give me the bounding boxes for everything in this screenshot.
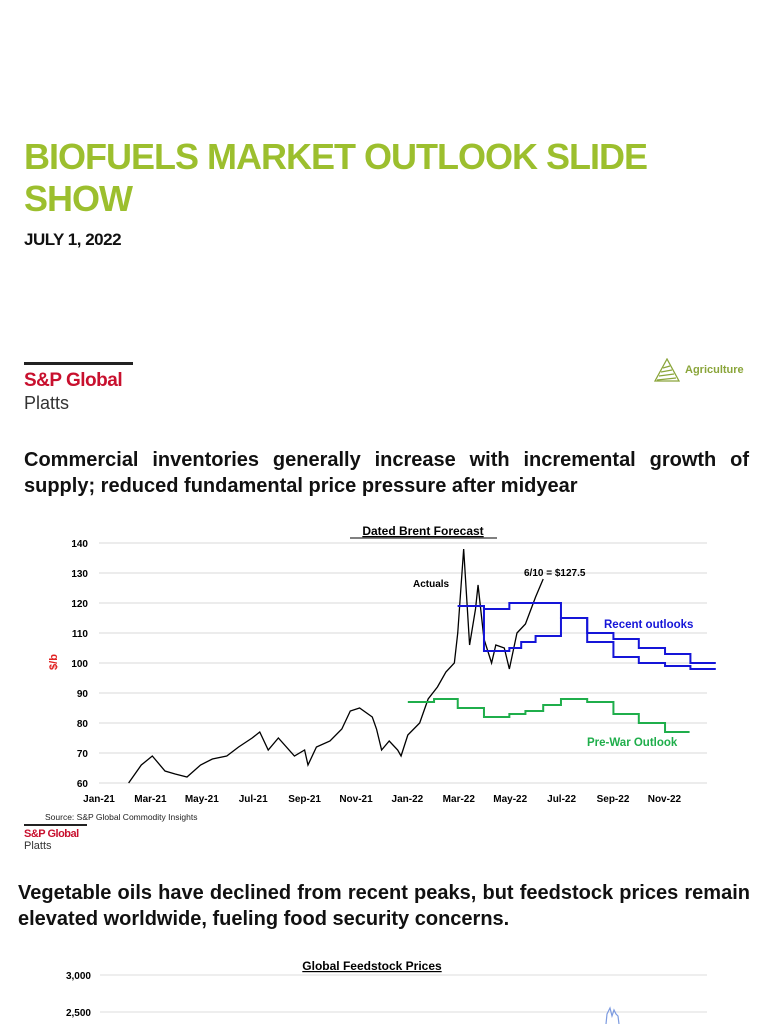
logo-bar bbox=[24, 362, 133, 365]
x-tick-label: Mar-21 bbox=[134, 794, 167, 805]
x-tick-label: May-21 bbox=[185, 794, 219, 805]
logo-bar bbox=[24, 824, 87, 826]
x-tick-label: May-22 bbox=[493, 794, 527, 805]
legend-pre-war-outlook: Pre-War Outlook bbox=[587, 737, 678, 749]
chart-title: Global Feedstock Prices bbox=[302, 959, 442, 973]
last-value-annotation: 6/10 = $127.5 bbox=[524, 568, 586, 579]
y-tick-label: 80 bbox=[77, 719, 89, 730]
logo-line2: Platts bbox=[24, 839, 52, 852]
logo-line1: S&P Global bbox=[24, 827, 79, 840]
y-tick-label: 2,500 bbox=[66, 1008, 91, 1019]
series-line-actuals-0 bbox=[128, 548, 544, 784]
x-tick-label: Jul-22 bbox=[547, 794, 576, 805]
x-tick-label: Nov-21 bbox=[339, 794, 373, 805]
y-tick-label: 3,000 bbox=[66, 971, 91, 982]
brent-chart: Dated Brent Forecast $/b 60 70 80 90 100 110 1… bbox=[45, 524, 716, 822]
y-tick-label: 70 bbox=[77, 749, 89, 760]
logo-line2: Platts bbox=[24, 393, 70, 413]
section2-heading: Vegetable oils have declined from recent… bbox=[18, 882, 750, 930]
slide-title: BIOFUELS MARKET OUTLOOK SLIDE SHOW bbox=[24, 136, 648, 219]
chart-sp-global-logo: S&P Global Platts bbox=[24, 824, 87, 852]
y-tick-label: 130 bbox=[71, 569, 88, 580]
y-axis-label: $/b bbox=[48, 654, 60, 670]
x-tick-label: Jan-21 bbox=[83, 794, 115, 805]
y-tick-label: 60 bbox=[77, 779, 89, 790]
x-tick-label: Jan-22 bbox=[392, 794, 424, 805]
y-tick-label: 120 bbox=[71, 599, 88, 610]
series-line-pre-war-outlook-3 bbox=[407, 698, 690, 733]
feedstock-chart: Global Feedstock Prices 3,000 2,500 bbox=[66, 959, 707, 1024]
agriculture-badge: Agriculture bbox=[654, 358, 744, 382]
legend-recent-outlooks: Recent outlooks bbox=[604, 619, 693, 631]
series-line-recent-outlooks-1 bbox=[457, 602, 716, 664]
x-tick-label: Jul-21 bbox=[239, 794, 268, 805]
y-tick-label: 90 bbox=[77, 689, 89, 700]
series-line-recent-outlooks-2 bbox=[457, 605, 716, 670]
slide-date: JULY 1, 2022 bbox=[24, 230, 122, 249]
x-tick-label: Nov-22 bbox=[648, 794, 682, 805]
logo-line1: S&P Global bbox=[24, 370, 123, 391]
chart-title: Dated Brent Forecast bbox=[362, 524, 483, 538]
y-tick-label: 100 bbox=[71, 659, 88, 670]
agriculture-label: Agriculture bbox=[685, 364, 744, 376]
sp-global-platts-logo: S&P Global Platts bbox=[24, 362, 133, 414]
x-tick-label: Sep-21 bbox=[288, 794, 321, 805]
agriculture-icon bbox=[654, 358, 680, 382]
series-line bbox=[605, 1006, 620, 1024]
x-tick-label: Mar-22 bbox=[443, 794, 476, 805]
section1-heading: Commercial inventories generally increas… bbox=[24, 449, 749, 497]
actuals-annotation: Actuals bbox=[413, 579, 450, 590]
x-tick-label: Sep-22 bbox=[597, 794, 630, 805]
y-tick-label: 110 bbox=[72, 629, 89, 640]
chart-source: Source: S&P Global Commodity Insights bbox=[45, 812, 197, 822]
y-tick-label: 140 bbox=[71, 539, 88, 550]
